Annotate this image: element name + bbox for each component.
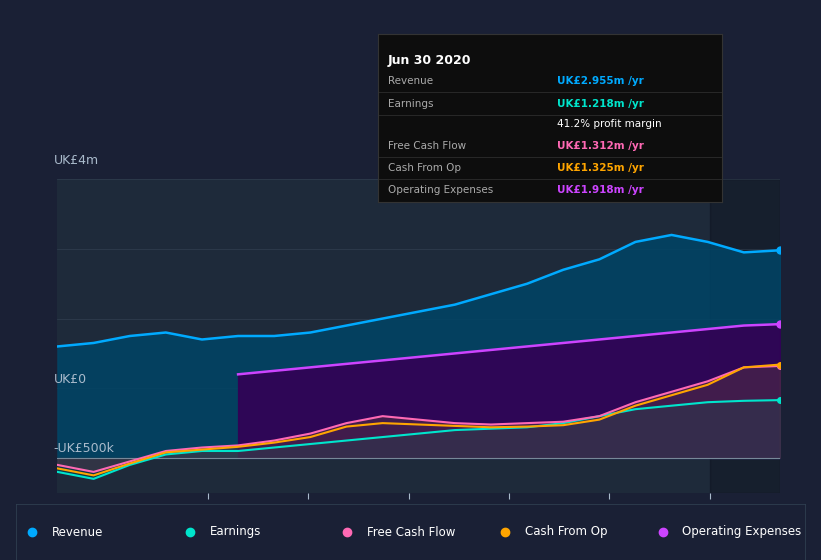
Text: Earnings: Earnings xyxy=(388,99,433,109)
Text: UK£1.312m /yr: UK£1.312m /yr xyxy=(557,141,644,151)
Text: UK£1.918m /yr: UK£1.918m /yr xyxy=(557,185,644,195)
Text: Earnings: Earnings xyxy=(209,525,261,539)
Text: Revenue: Revenue xyxy=(388,76,433,86)
Text: Free Cash Flow: Free Cash Flow xyxy=(367,525,456,539)
Text: Operating Expenses: Operating Expenses xyxy=(682,525,801,539)
Bar xyxy=(709,179,780,493)
Text: Cash From Op: Cash From Op xyxy=(525,525,608,539)
Text: UK£2.955m /yr: UK£2.955m /yr xyxy=(557,76,644,86)
Text: Revenue: Revenue xyxy=(52,525,103,539)
Text: 41.2% profit margin: 41.2% profit margin xyxy=(557,119,662,129)
Text: Cash From Op: Cash From Op xyxy=(388,163,461,173)
Text: UK£1.325m /yr: UK£1.325m /yr xyxy=(557,163,644,173)
Text: UK£0: UK£0 xyxy=(54,374,87,386)
Text: UK£1.218m /yr: UK£1.218m /yr xyxy=(557,99,644,109)
Text: UK£4m: UK£4m xyxy=(54,153,99,167)
Text: -UK£500k: -UK£500k xyxy=(54,442,115,455)
Text: Free Cash Flow: Free Cash Flow xyxy=(388,141,466,151)
Text: Jun 30 2020: Jun 30 2020 xyxy=(388,54,471,67)
Text: Operating Expenses: Operating Expenses xyxy=(388,185,493,195)
